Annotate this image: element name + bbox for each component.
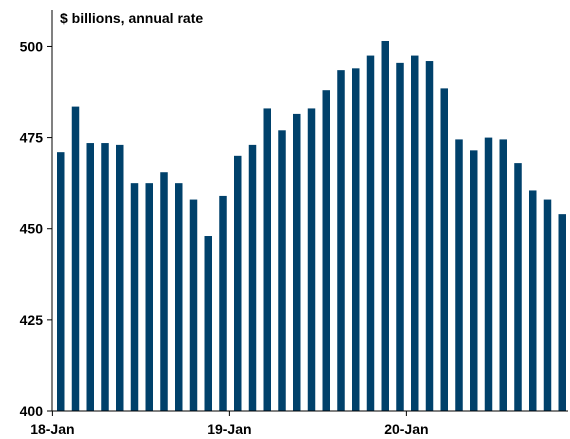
bar-2018-02 [71, 106, 80, 411]
y-tick-label: 400 [20, 403, 44, 419]
bar-2019-05 [293, 113, 301, 412]
bar-2020-01 [411, 55, 419, 411]
bar-2018-08 [160, 172, 168, 411]
bar-2018-11 [204, 236, 212, 411]
bar-2019-11 [381, 40, 389, 412]
y-axis-label: $ billions, annual rate [60, 10, 203, 26]
bar-2020-06 [484, 137, 493, 411]
bar-2020-10 [543, 199, 552, 411]
bar-2020-05 [470, 150, 478, 411]
bar-2020-08 [514, 163, 522, 411]
bar-2019-06 [307, 108, 316, 412]
bar-2018-10 [189, 199, 198, 411]
bar-2019-09 [352, 68, 360, 411]
bar-2019-01 [234, 155, 242, 411]
bar-2018-09 [175, 183, 183, 411]
bar-2020-02 [425, 61, 434, 411]
x-tick-label: 20-Jan [384, 421, 428, 437]
y-axis: 400 425 450 475 500 [20, 10, 53, 419]
bar-2019-02 [248, 144, 257, 411]
bar-2019-08 [337, 70, 345, 412]
bar-2019-07 [322, 90, 330, 411]
bars-group [57, 40, 566, 412]
bar-2019-03 [263, 108, 271, 412]
bar-2018-01 [57, 152, 65, 412]
bar-2020-11 [558, 214, 566, 411]
bar-2018-07 [145, 183, 153, 411]
y-tick-label: 450 [20, 221, 44, 237]
bar-2020-07 [499, 139, 507, 411]
bar-2019-10 [366, 55, 375, 411]
bar-2020-09 [529, 190, 537, 411]
bar-2018-05 [116, 144, 124, 411]
y-tick-label: 500 [20, 38, 44, 54]
x-tick-label: 18-Jan [30, 421, 74, 437]
x-axis: 18-Jan 19-Jan 20-Jan [30, 410, 568, 437]
bar-2019-04 [278, 130, 286, 412]
bar-2020-03 [440, 88, 448, 411]
bar-2020-04 [455, 139, 463, 411]
bar-2018-03 [86, 143, 94, 411]
bar-2018-04 [101, 143, 109, 411]
y-tick-label: 425 [20, 312, 44, 328]
bar-2019-12 [396, 62, 404, 412]
y-tick-label: 475 [20, 130, 44, 146]
bar-2018-12 [219, 195, 227, 411]
x-tick-label: 19-Jan [207, 421, 251, 437]
bar-2018-06 [130, 183, 139, 411]
